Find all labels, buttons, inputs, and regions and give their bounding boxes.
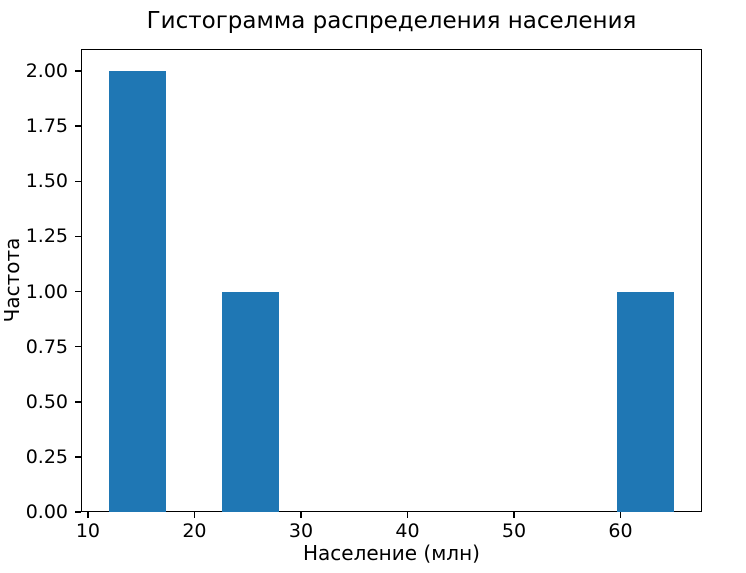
x-tick-label: 30 (288, 520, 314, 542)
y-tick-mark (75, 235, 81, 238)
y-tick-label: 0.50 (25, 390, 68, 413)
y-tick-mark (75, 180, 81, 183)
y-tick-mark (75, 401, 81, 403)
y-tick-mark (75, 511, 81, 513)
plot-area (81, 49, 702, 512)
y-tick-label: 0.75 (25, 335, 68, 358)
x-axis-label: Население (млн) (303, 541, 480, 565)
x-tick-mark (406, 512, 409, 518)
x-tick-mark (87, 512, 89, 518)
y-tick-mark (75, 290, 81, 293)
y-axis-label: Частота (0, 237, 24, 323)
x-tick-label: 10 (75, 520, 101, 542)
y-tick-label: 1.75 (25, 115, 68, 138)
y-tick-label: 0.25 (25, 445, 68, 468)
y-tick-label: 1.00 (25, 280, 68, 303)
x-tick-mark (300, 512, 302, 518)
chart-title: Гистограмма распределения населения (146, 8, 637, 34)
y-tick-label: 0.00 (25, 501, 68, 523)
y-tick-mark (75, 345, 81, 348)
x-tick-label: 20 (182, 520, 207, 542)
x-tick-label: 50 (501, 520, 527, 542)
y-tick-label: 1.50 (25, 170, 68, 193)
y-tick-label: 2.00 (25, 60, 68, 83)
histogram-bar (109, 71, 166, 512)
y-tick-mark (75, 456, 81, 458)
y-tick-label: 1.25 (25, 225, 68, 248)
x-tick-label: 60 (608, 520, 633, 542)
x-tick-mark (619, 512, 622, 518)
histogram-bar (222, 291, 279, 512)
x-tick-mark (513, 512, 515, 518)
histogram-bar (617, 291, 674, 512)
x-tick-mark (193, 512, 196, 518)
y-tick-mark (75, 70, 81, 72)
x-tick-label: 40 (395, 520, 420, 542)
y-tick-mark (75, 125, 81, 127)
